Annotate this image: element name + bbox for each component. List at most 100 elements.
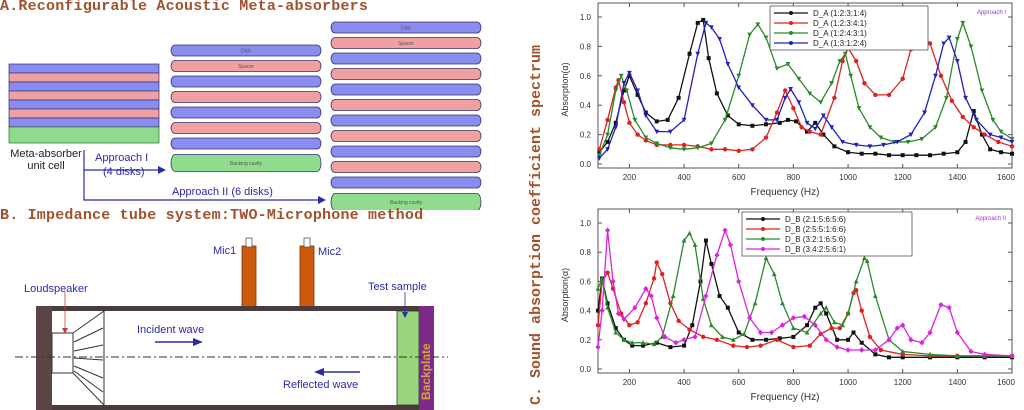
data-point [954,59,960,64]
backplate [419,306,434,410]
incident-wave-label: Incident wave [137,324,205,336]
mic1 [241,237,257,309]
disk-layer [330,114,482,127]
panel-b-title: B. Impedance tube system:TWO-Microphone … [0,207,424,224]
data-point [804,120,810,126]
x-tick-label: 1200 [894,378,912,387]
data-point [845,310,851,316]
y-tick-label: 0.4 [580,101,592,110]
data-point [722,147,728,152]
data-point [928,153,933,158]
data-point [643,113,649,119]
data-point [908,132,914,138]
data-point [859,308,864,313]
data-point [774,337,780,342]
data-point [933,73,938,79]
data-point [709,261,714,266]
data-point [709,322,714,328]
mic1-label: Mic1 [213,245,237,257]
data-point [914,153,919,158]
data-point [635,132,640,137]
data-point [799,125,804,130]
data-point [635,92,640,97]
data-point [668,145,673,151]
data-point [968,44,974,49]
data-point [613,88,619,94]
data-point [867,125,873,130]
data-point [630,343,635,348]
data-point [922,110,927,116]
data-point [725,305,730,310]
x-tick-label: 400 [677,378,691,387]
data-point [862,80,867,86]
y-tick-label: 0.2 [580,131,592,140]
data-point [873,151,878,156]
data-point [764,337,769,342]
data-point [682,343,687,348]
data-point [813,120,818,125]
data-point [731,343,736,348]
data-point [692,242,698,247]
data-point [695,145,701,151]
data-point [717,37,723,42]
spacer-layer [330,99,482,111]
legend-label: D_B (2:1:5:6:5:6) [785,215,846,224]
data-point [818,301,823,306]
disk-layer-label: Disk [241,49,251,55]
data-point [867,334,873,340]
data-point [919,137,925,142]
data-point [998,135,1004,141]
data-point [782,88,788,93]
data-point [859,347,865,353]
legend-label: D_A (1:2:4:3:1) [813,29,867,38]
approach-2-arrow [83,170,322,201]
y-tick-label: 1.0 [580,13,592,22]
y-tick-label: 0.0 [580,365,592,374]
unit-cell-label-line2: unit cell [27,160,65,172]
data-point [621,337,627,342]
x-tick-label: 1600 [997,173,1015,182]
data-point [823,337,829,343]
disk-layer-label: Disk [401,26,411,32]
data-point [887,153,892,158]
legend-label: D_B (3:4:2:5:6:1) [785,245,846,254]
y-tick-label: 0.6 [580,277,592,286]
data-point [730,337,736,342]
data-point [654,119,659,124]
data-point [791,334,796,339]
data-point [774,110,780,115]
data-point [1009,353,1015,359]
data-point [954,353,960,358]
approach-1-sublabel: (4 disks) [103,166,145,178]
data-point [873,92,878,98]
data-point [701,334,706,340]
tube-top-wall [36,306,434,311]
data-point [851,330,856,335]
data-point [654,340,659,345]
data-point [764,122,769,127]
x-tick-label: 400 [677,173,691,182]
x-tick-label: 1600 [997,378,1015,387]
series-1 [597,17,1014,158]
data-point [807,129,812,134]
data-point [853,142,859,148]
disk-layer [330,176,482,189]
mic2 [299,237,315,309]
data-point [749,103,755,108]
approach-1-arrowhead [158,166,166,174]
legend-label: D_A (1:3:1:2:4) [813,39,867,48]
data-point [801,313,807,320]
data-point [987,132,993,138]
data-point [627,120,632,126]
data-point [887,355,892,360]
data-point [782,95,788,101]
x-tick-label: 1400 [948,173,966,182]
unit-cell-label: Meta-absorber unit cell [6,148,86,172]
y-axis-label: Absorption(α) [560,268,570,322]
data-point [597,150,602,155]
data-point [668,345,673,350]
data-point [750,123,755,128]
data-point [774,66,780,72]
data-point [736,85,742,91]
data-point [714,337,720,342]
